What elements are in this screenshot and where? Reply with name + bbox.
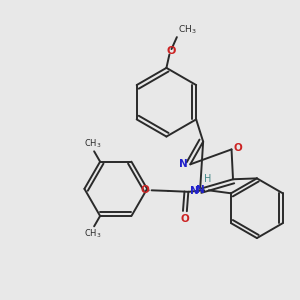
- Text: N: N: [196, 185, 205, 195]
- Text: O: O: [234, 143, 242, 153]
- Text: CH$_3$: CH$_3$: [178, 23, 197, 36]
- Text: CH$_3$: CH$_3$: [85, 137, 102, 150]
- Text: N: N: [190, 186, 199, 196]
- Text: O: O: [166, 46, 176, 56]
- Text: O: O: [181, 214, 190, 224]
- Text: O: O: [140, 185, 149, 195]
- Text: CH$_3$: CH$_3$: [85, 228, 102, 240]
- Text: N: N: [179, 159, 188, 169]
- Text: H: H: [204, 174, 211, 184]
